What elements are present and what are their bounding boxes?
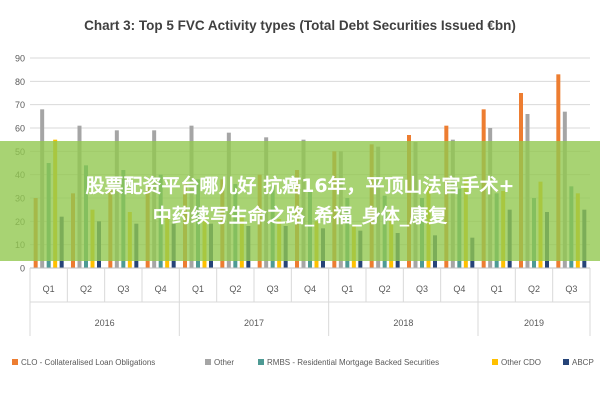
legend-label: ABCP [572, 358, 594, 367]
y-tick-label: 70 [15, 100, 25, 110]
x-tick-label: Q2 [80, 284, 92, 294]
legend-swatch [563, 359, 569, 365]
legend-swatch [492, 359, 498, 365]
legend: CLO - Collateralised Loan Obligations Oth… [12, 358, 594, 367]
x-tick-label: Q2 [528, 284, 540, 294]
x-tick-label: Q1 [491, 284, 503, 294]
x-tick-label: Q1 [192, 284, 204, 294]
x-tick-label: Q2 [379, 284, 391, 294]
x-tick-label: Q3 [565, 284, 577, 294]
legend-label: Other CDO [501, 358, 541, 367]
chart-title: Chart 3: Top 5 FVC Activity types (Total… [84, 18, 516, 33]
y-tick-label: 90 [15, 54, 25, 64]
x-tick-label: Q4 [155, 284, 167, 294]
legend-label: CLO - Collateralised Loan Obligations [21, 358, 155, 367]
year-label: 2018 [393, 318, 413, 328]
overlay-line-2: 中药续写生命之路_希福_身体_康复 [152, 205, 448, 227]
legend-swatch [12, 359, 18, 365]
x-tick-label: Q3 [267, 284, 279, 294]
x-tick-label: Q1 [341, 284, 353, 294]
x-tick-label: Q2 [229, 284, 241, 294]
legend-label: RMBS - Residential Mortgage Backed Secur… [267, 358, 439, 367]
y-tick-label: 0 [20, 264, 25, 274]
legend-swatch [258, 359, 264, 365]
year-label: 2016 [95, 318, 115, 328]
x-axis: Q1 Q2 Q3 Q4 Q1 Q2 Q3 Q4 Q1 Q2 Q3 Q4 Q1 Q2 Q3 2016 2017 20… [29, 267, 591, 336]
y-tick-label: 60 [15, 124, 25, 134]
overlay-line-1: 股票配资平台哪儿好 抗癌16年，平顶山法官手术+ [85, 175, 515, 197]
x-tick-label: Q4 [453, 284, 465, 294]
legend-swatch [205, 359, 211, 365]
year-label: 2017 [244, 318, 264, 328]
year-label: 2019 [524, 318, 544, 328]
x-tick-label: Q1 [43, 284, 55, 294]
x-tick-label: Q3 [117, 284, 129, 294]
y-tick-label: 80 [15, 77, 25, 87]
overlay-banner: 股票配资平台哪儿好 抗癌16年，平顶山法官手术+ 中药续写生命之路_希福_身体_… [0, 141, 600, 261]
legend-label: Other [214, 358, 234, 367]
x-tick-label: Q3 [416, 284, 428, 294]
x-tick-label: Q4 [304, 284, 316, 294]
